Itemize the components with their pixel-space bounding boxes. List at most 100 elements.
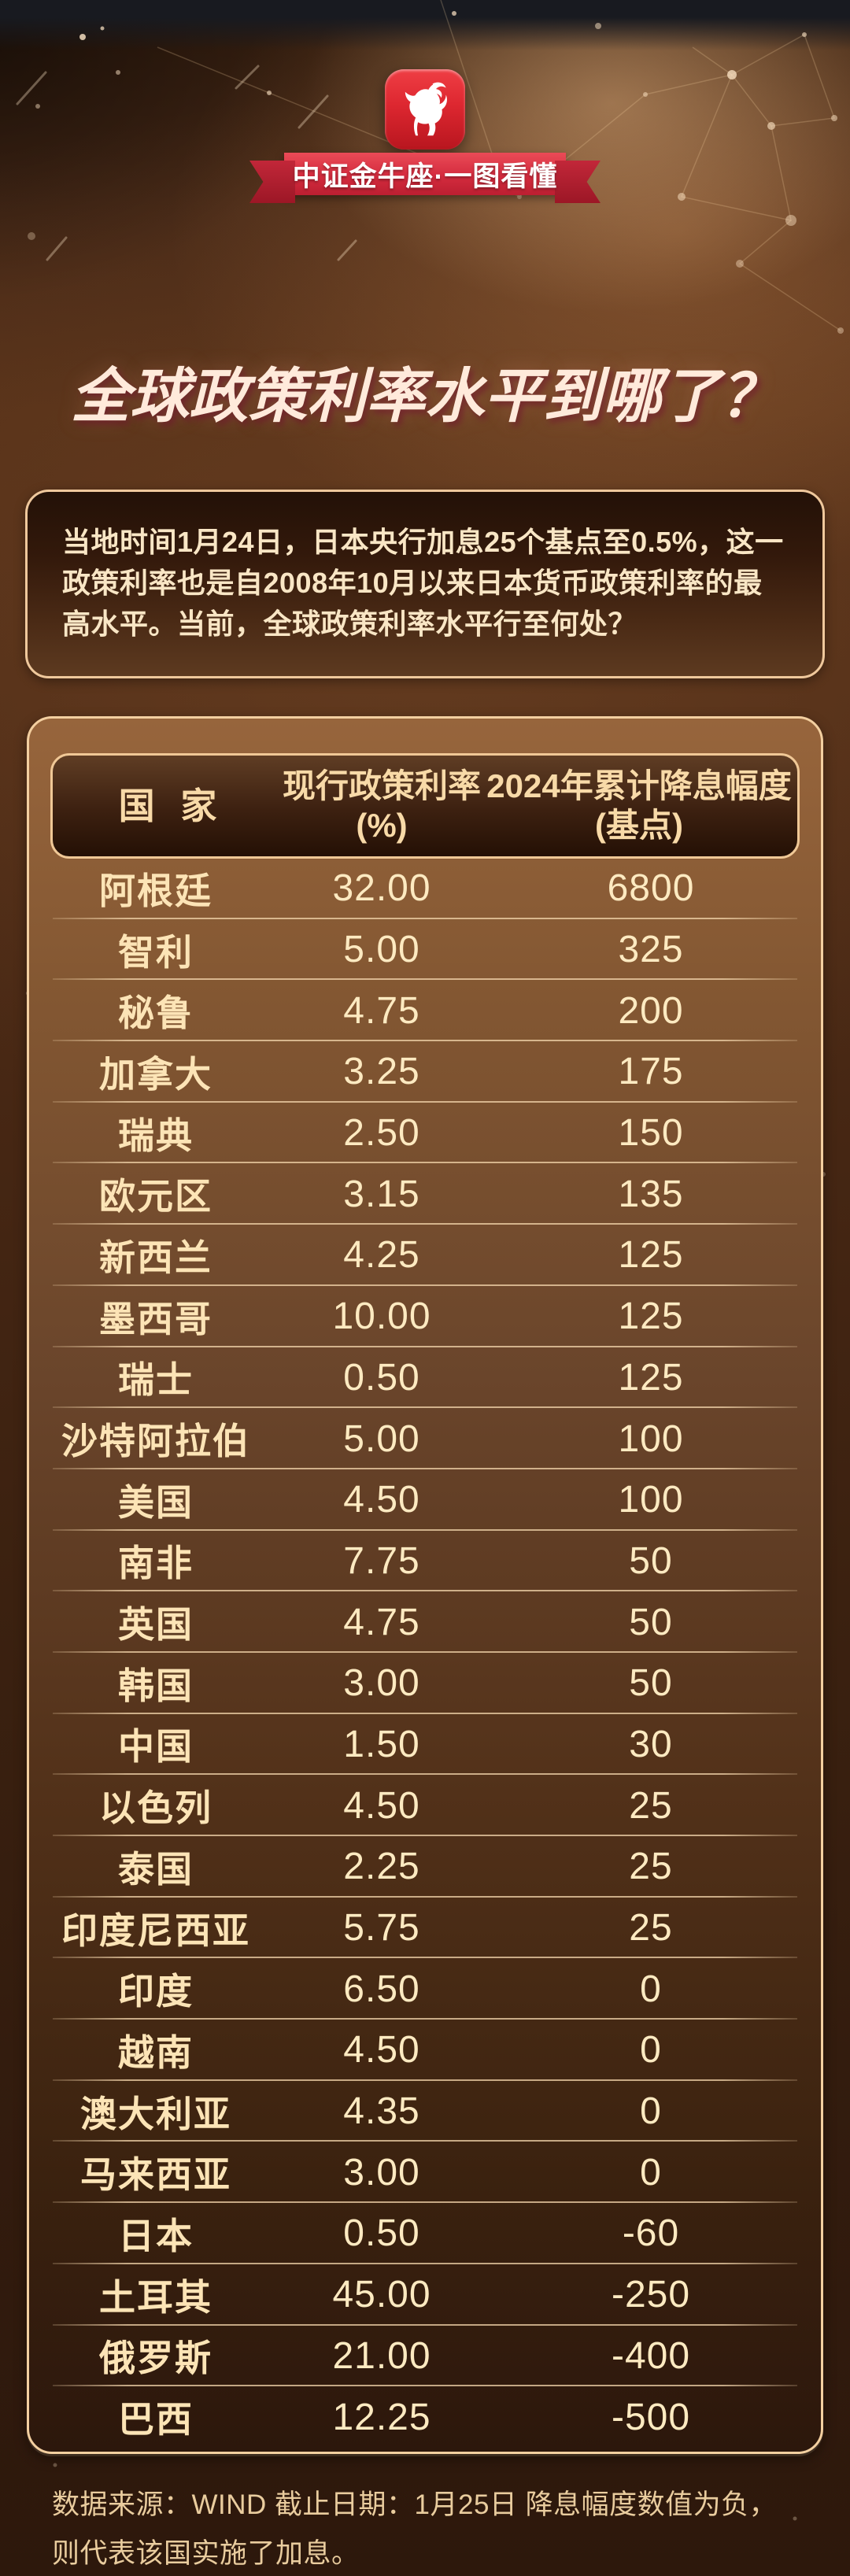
country-cell: 中国 xyxy=(118,1726,194,1768)
header-rate-line1: 现行政策利率 xyxy=(283,767,482,805)
rate-cell: 4.75 xyxy=(343,1601,420,1643)
cut-cell: 50 xyxy=(629,1539,673,1582)
country-cell: 巴西 xyxy=(118,2399,194,2441)
cut-cell: -500 xyxy=(611,2396,691,2438)
table-row: 俄罗斯 21.00 -400 xyxy=(29,2326,821,2387)
table-row: 智利 5.00 325 xyxy=(29,919,821,981)
country-cell: 印度 xyxy=(118,1971,194,2012)
country-cell: 新西兰 xyxy=(99,1236,213,1278)
rate-cell: 4.50 xyxy=(343,1479,420,1521)
cut-cell: 0 xyxy=(640,2029,662,2072)
country-cell: 韩国 xyxy=(118,1665,194,1706)
cut-cell: -250 xyxy=(611,2274,691,2316)
country-cell: 墨西哥 xyxy=(99,1298,213,1340)
table-row: 澳大利亚 4.35 0 xyxy=(29,2081,821,2142)
table-row: 英国 4.75 50 xyxy=(29,1591,821,1653)
rate-cell: 0.50 xyxy=(343,2212,420,2255)
country-cell: 日本 xyxy=(118,2215,194,2256)
cut-cell: 0 xyxy=(640,2090,662,2133)
rate-cell: 5.00 xyxy=(343,929,420,971)
rate-cell: 4.75 xyxy=(343,989,420,1032)
rate-cell: 4.50 xyxy=(343,2029,420,2072)
rate-cell: 3.00 xyxy=(343,1662,420,1705)
cut-cell: 125 xyxy=(618,1356,684,1399)
table-row: 越南 4.50 0 xyxy=(29,2020,821,2081)
table-row: 韩国 3.00 50 xyxy=(29,1653,821,1714)
table-row: 新西兰 4.25 125 xyxy=(29,1225,821,1286)
table-row: 南非 7.75 50 xyxy=(29,1531,821,1592)
rate-cell: 7.75 xyxy=(343,1539,420,1582)
cut-cell: 200 xyxy=(618,989,684,1032)
header-rate: 现行政策利率 (%) xyxy=(283,767,481,844)
table-row: 巴西 12.25 -500 xyxy=(29,2386,821,2448)
cut-cell: 135 xyxy=(618,1173,684,1215)
table-row: 以色列 4.50 25 xyxy=(29,1775,821,1836)
cut-cell: 50 xyxy=(629,1601,673,1643)
rate-cell: 5.00 xyxy=(343,1417,420,1460)
table-row: 墨西哥 10.00 125 xyxy=(29,1286,821,1347)
cut-cell: 6800 xyxy=(607,867,695,910)
brand-ribbon: 中证金牛座·一图看懂 xyxy=(249,153,601,203)
cut-cell: 100 xyxy=(618,1417,684,1460)
rate-cell: 2.50 xyxy=(343,1112,420,1155)
rate-cell: 5.75 xyxy=(343,1907,420,1950)
table-row: 泰国 2.25 25 xyxy=(29,1836,821,1898)
cut-cell: 100 xyxy=(618,1479,684,1521)
cut-cell: 150 xyxy=(618,1112,684,1155)
cut-cell: 25 xyxy=(629,1784,673,1827)
rate-cell: 4.25 xyxy=(343,1234,420,1277)
cut-cell: 125 xyxy=(618,1295,684,1338)
ribbon-label: 中证金牛座·一图看懂 xyxy=(292,161,558,192)
country-cell: 加拿大 xyxy=(99,1053,213,1095)
country-cell: 印度尼西亚 xyxy=(61,1909,250,1951)
rate-cell: 21.00 xyxy=(332,2334,431,2377)
cut-cell: 125 xyxy=(618,1234,684,1277)
header-cut: 2024年累计降息幅度 (基点) xyxy=(481,767,797,844)
rate-cell: 4.35 xyxy=(343,2090,420,2133)
rate-cell: 6.50 xyxy=(343,1968,420,2010)
rate-cell: 0.50 xyxy=(343,1356,420,1399)
rate-cell: 3.15 xyxy=(343,1173,420,1215)
country-cell: 泰国 xyxy=(118,1848,194,1890)
cut-cell: -60 xyxy=(622,2212,680,2255)
header-cut-line2: (基点) xyxy=(595,807,683,844)
header-rate-line2: (%) xyxy=(356,807,408,844)
cut-cell: -400 xyxy=(611,2334,691,2377)
rate-cell: 4.50 xyxy=(343,1784,420,1827)
table-header: 国 家 现行政策利率 (%) 2024年累计降息幅度 (基点) xyxy=(50,753,800,859)
rate-cell: 10.00 xyxy=(332,1295,431,1338)
cut-cell: 175 xyxy=(618,1051,684,1093)
country-cell: 英国 xyxy=(118,1604,194,1646)
cut-cell: 0 xyxy=(640,2151,662,2193)
country-cell: 阿根廷 xyxy=(99,870,213,911)
cut-cell: 50 xyxy=(629,1662,673,1705)
rate-cell: 32.00 xyxy=(332,867,431,910)
bull-icon xyxy=(405,82,447,136)
cut-cell: 25 xyxy=(629,1907,673,1950)
page-title: 全球政策利率水平到哪了？ xyxy=(70,363,779,429)
rate-cell: 45.00 xyxy=(332,2274,431,2316)
table-row: 沙特阿拉伯 5.00 100 xyxy=(29,1408,821,1469)
table-row: 瑞典 2.50 150 xyxy=(29,1103,821,1164)
table-row: 日本 0.50 -60 xyxy=(29,2203,821,2264)
country-cell: 智利 xyxy=(118,931,194,973)
table-row: 土耳其 45.00 -250 xyxy=(29,2264,821,2326)
header-country: 国 家 xyxy=(118,785,217,826)
table-row: 阿根廷 32.00 6800 xyxy=(29,858,821,919)
country-cell: 南非 xyxy=(118,1543,194,1584)
rate-cell: 1.50 xyxy=(343,1723,420,1765)
country-cell: 土耳其 xyxy=(99,2276,213,2318)
table-row: 瑞士 0.50 125 xyxy=(29,1347,821,1409)
country-cell: 澳大利亚 xyxy=(80,2093,231,2134)
table-row: 印度尼西亚 5.75 25 xyxy=(29,1898,821,1959)
cut-cell: 325 xyxy=(618,929,684,971)
table-row: 美国 4.50 100 xyxy=(29,1469,821,1531)
table-row: 中国 1.50 30 xyxy=(29,1714,821,1776)
country-cell: 越南 xyxy=(118,2031,194,2073)
intro-text: 当地时间1月24日，日本央行加息25个基点至0.5%，这一政策利率也是自2008… xyxy=(62,526,784,640)
cut-cell: 25 xyxy=(629,1846,673,1888)
table-row: 秘鲁 4.75 200 xyxy=(29,980,821,1041)
footer-note: 数据来源：WIND 截止日期：1月25日 降息幅度数值为负，则代表该国实施了加息… xyxy=(52,2489,778,2569)
table-row: 加拿大 3.25 175 xyxy=(29,1041,821,1103)
